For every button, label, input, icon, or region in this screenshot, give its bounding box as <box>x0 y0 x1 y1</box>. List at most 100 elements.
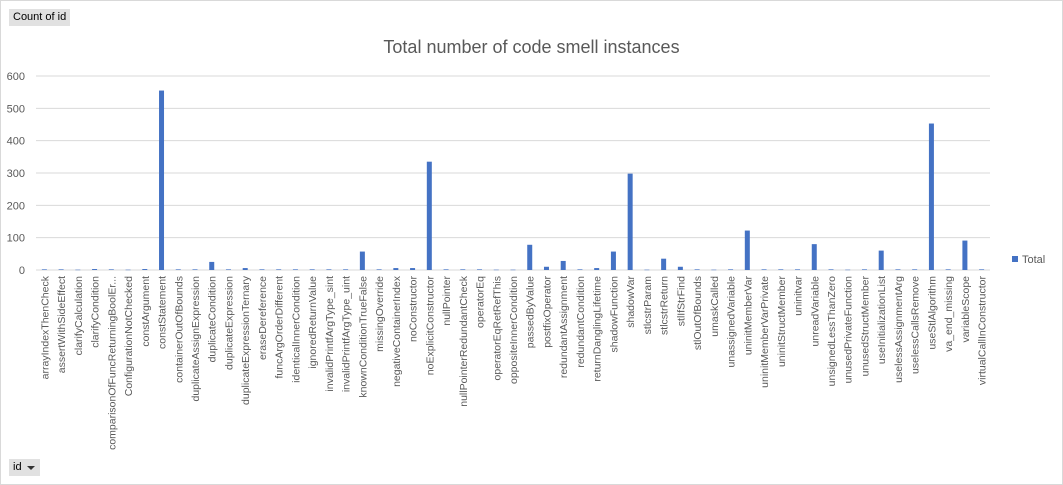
legend-label: Total <box>1022 254 1045 266</box>
y-tick-label: 300 <box>7 168 25 180</box>
bar <box>744 230 750 270</box>
x-tick-label: uninitvar <box>793 276 805 316</box>
x-tick-label: uninitMemberVar <box>742 275 754 355</box>
chart-title: Total number of code smell instances <box>383 37 680 57</box>
x-tick-label: variableScope <box>960 276 972 343</box>
x-tick-label: shadowVar <box>625 276 637 328</box>
bar <box>443 269 449 270</box>
legend-swatch <box>1012 256 1018 262</box>
y-tick-label: 500 <box>7 103 25 115</box>
y-tick-label: 200 <box>7 200 25 212</box>
x-tick-label: postfixOperator <box>541 276 553 348</box>
bar <box>142 269 148 270</box>
x-tick-label: redundantCondition <box>575 276 587 368</box>
x-tick-label: shadowFunction <box>608 276 620 353</box>
bar <box>309 269 315 270</box>
bar <box>326 269 332 270</box>
bar <box>962 240 968 270</box>
x-tick-label: uselessCallsRemove <box>910 276 922 374</box>
bar <box>41 269 47 270</box>
bar <box>175 269 181 270</box>
bar <box>376 269 382 270</box>
x-tick-label: passedByValue <box>525 276 537 348</box>
bar <box>460 269 466 270</box>
x-tick-label: duplicateAssignExpression <box>190 276 202 402</box>
bar <box>560 260 566 270</box>
bar <box>627 173 633 270</box>
x-tick-label: duplicateCondition <box>207 276 219 363</box>
x-tick-label: stlcstrParam <box>642 276 654 335</box>
x-tick-label: constArgument <box>140 276 152 347</box>
x-tick-label: nullPointer <box>441 276 453 326</box>
bar <box>778 269 784 270</box>
bar <box>928 123 934 270</box>
x-tick-label: ignoredReturnValue <box>307 276 319 369</box>
bar <box>125 269 131 271</box>
x-tick-label: useStlAlgorithm <box>926 276 938 350</box>
x-tick-label: nullPointerRedundantCheck <box>458 275 470 407</box>
x-tick-label: negativeContainerIndex <box>391 275 403 387</box>
bar <box>192 269 198 270</box>
x-tick-label: invalidPrintfArgType_uint <box>341 276 353 392</box>
x-tick-label: uninitMemberVarPrivate <box>759 276 771 388</box>
x-tick-label: unreadVariable <box>809 276 821 347</box>
x-tick-label: constStatement <box>157 276 169 349</box>
bar <box>209 261 215 270</box>
x-tick-label: stlIfStrFind <box>675 276 687 326</box>
bar <box>477 269 483 270</box>
y-tick-label: 400 <box>7 136 25 148</box>
bar <box>292 269 298 270</box>
x-tick-label: returnDanglingLifetime <box>592 276 604 382</box>
pivot-row-field-label: id <box>13 461 22 473</box>
y-tick-label: 600 <box>7 71 25 83</box>
bar <box>728 269 734 270</box>
pivot-value-field-button[interactable]: Count of id <box>9 9 71 26</box>
bar <box>493 269 499 271</box>
bar <box>912 269 918 270</box>
bar <box>878 250 884 270</box>
bar <box>108 269 114 270</box>
bar <box>761 269 767 270</box>
x-tick-label: oppositeInnerCondition <box>508 276 520 384</box>
bar <box>694 269 700 270</box>
x-tick-label: identicalInnerCondition <box>290 276 302 383</box>
x-tick-label: unusedStructMember <box>859 276 871 377</box>
x-tick-label: missingOverride <box>374 276 386 352</box>
bar <box>276 269 282 270</box>
bar <box>845 269 851 271</box>
x-tick-label: duplicateExpressionTernary <box>240 275 252 405</box>
x-tick-label: assertWithSideEffect <box>56 276 68 373</box>
x-tick-label: arrayIndexThenCheck <box>39 275 51 379</box>
x-tick-label: clarifyCalculation <box>73 276 85 356</box>
x-tick-label: unassignedVariable <box>726 276 738 368</box>
bar <box>92 269 98 270</box>
bar <box>527 244 533 270</box>
bar <box>795 269 801 270</box>
bar <box>242 268 248 270</box>
x-tick-label: redundantAssignment <box>558 276 570 378</box>
x-tick-label: knownConditionTrueFalse <box>357 276 369 398</box>
bar <box>979 269 985 270</box>
x-tick-label: noConstructor <box>408 276 420 342</box>
bar <box>577 269 583 270</box>
bar <box>711 269 717 271</box>
bar <box>811 244 817 270</box>
pivot-row-field-dropdown[interactable]: id <box>9 459 40 476</box>
x-tick-label: eraseDereference <box>257 276 269 360</box>
x-tick-label: duplicateExpression <box>223 276 235 370</box>
bar <box>895 269 901 270</box>
bar <box>828 269 834 270</box>
x-tick-label: operatorEqRetRefThis <box>491 276 503 380</box>
bar <box>945 269 951 270</box>
x-tick-label: operatorEq <box>475 276 487 328</box>
bar <box>610 251 616 270</box>
x-tick-label: stlOutOfBounds <box>692 276 704 350</box>
bar <box>343 269 349 270</box>
x-tick-label: virtualCallInConstructor <box>977 275 989 385</box>
x-tick-label: unusedPrivateFunction <box>843 276 855 384</box>
bar <box>359 251 365 270</box>
bar <box>594 268 600 270</box>
y-tick-label: 0 <box>19 265 25 277</box>
bar <box>159 90 165 270</box>
